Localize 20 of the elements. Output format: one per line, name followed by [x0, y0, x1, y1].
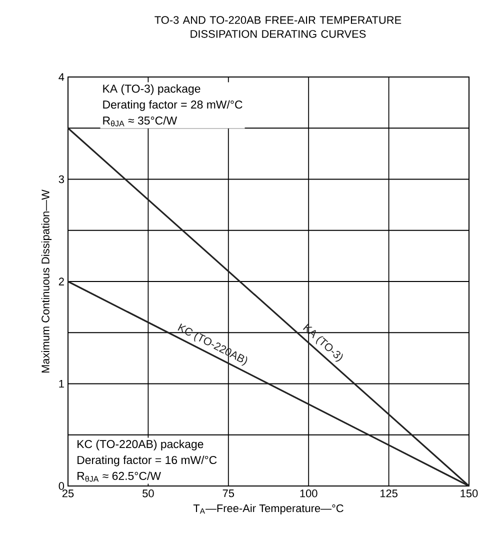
- annotation: R$_{θJA}$ ≈ 62.5°C/W: [78, 472, 161, 482]
- annotation: Derating factor = 28 mW/°C: [103, 100, 242, 111]
- x-tick-label: 125: [380, 490, 398, 498]
- x-tick-label: 100: [300, 490, 318, 498]
- x-tick-label: 150: [460, 490, 478, 498]
- y-tick-label: 0: [58, 482, 64, 490]
- annotation: R$_{θJA}$ ≈ 35°C/W: [103, 116, 178, 126]
- x-tick-label: 25: [62, 490, 74, 498]
- y-axis-title: Maximum Continuous Dissipation—W: [41, 190, 52, 373]
- x-tick-label: 50: [142, 490, 154, 498]
- y-tick-label: 3: [58, 175, 64, 184]
- annotation: Derating factor = 16 mW/°C: [78, 456, 217, 466]
- y-tick-label: 2: [58, 278, 64, 286]
- annotation: KA (TO-3) package: [103, 84, 200, 95]
- x-tick-label: 75: [222, 490, 234, 498]
- annotation: KC (TO-220AB) package: [78, 440, 204, 450]
- x-axis-title: T$_{A}$—Free-Air Temperature—°C: [193, 504, 344, 514]
- y-tick-label: 1: [59, 380, 64, 388]
- chart-title: TO-3 AND TO-220AB FREE-AIR TEMPERATURE DISSIPATION DERATING CURVES: [154, 16, 402, 38]
- y-tick-label: 4: [58, 73, 64, 81]
